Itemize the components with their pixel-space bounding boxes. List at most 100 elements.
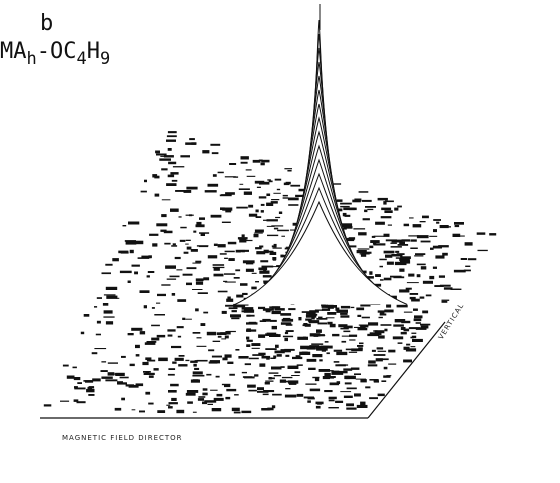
speckle — [199, 232, 210, 234]
speckle — [401, 239, 410, 242]
speckle — [375, 358, 383, 362]
speckle — [348, 237, 356, 240]
speckle — [326, 376, 336, 378]
speckle — [105, 263, 113, 266]
speckle — [259, 245, 264, 248]
speckle — [292, 356, 303, 360]
speckle — [420, 240, 431, 243]
speckle — [164, 242, 171, 245]
speckle — [336, 199, 343, 202]
speckle — [212, 264, 225, 266]
speckle — [258, 306, 266, 310]
speckle — [370, 240, 380, 243]
speckle — [394, 207, 399, 211]
speckle — [204, 400, 217, 403]
speckle — [159, 158, 171, 161]
speckle — [154, 193, 160, 197]
speckle — [452, 233, 461, 237]
speckle — [261, 159, 270, 163]
speckle — [105, 379, 118, 382]
speckle — [342, 226, 353, 228]
speckle — [441, 299, 450, 301]
speckle — [340, 312, 348, 315]
speckle — [210, 214, 222, 218]
speckle — [403, 328, 410, 332]
speckle — [200, 323, 206, 326]
speckle — [358, 232, 367, 236]
speckle — [251, 272, 257, 274]
speckle — [243, 191, 252, 195]
speckle — [408, 235, 419, 237]
speckle — [256, 251, 266, 255]
speckle — [391, 239, 403, 243]
speckle — [303, 396, 314, 399]
speckle — [357, 327, 368, 331]
speckle — [312, 376, 320, 379]
speckle — [314, 309, 324, 311]
speckle — [415, 327, 427, 330]
speckle — [376, 347, 384, 350]
speckle — [284, 337, 288, 342]
speckle — [263, 280, 270, 283]
speckle — [190, 249, 198, 252]
speckle — [259, 363, 266, 367]
speckle — [408, 327, 421, 330]
speckle — [377, 393, 385, 397]
speckle — [175, 190, 184, 192]
speckle — [276, 354, 282, 357]
speckle — [369, 397, 378, 400]
speckle — [411, 332, 417, 334]
speckle — [386, 261, 394, 265]
speckle — [343, 368, 353, 371]
speckle — [439, 284, 451, 287]
speckle — [212, 340, 221, 342]
speckle — [161, 199, 171, 201]
speckle — [412, 224, 422, 228]
speckle — [380, 324, 392, 326]
speckle — [288, 380, 299, 384]
speckle — [414, 315, 423, 319]
speckle — [348, 351, 358, 353]
speckle — [346, 403, 354, 407]
speckle — [416, 263, 426, 266]
speckle — [121, 397, 125, 401]
speckle — [410, 247, 418, 249]
speckle — [135, 383, 144, 387]
speckle — [258, 334, 266, 338]
speckle — [335, 400, 344, 403]
speckle — [239, 183, 244, 185]
speckle — [231, 310, 237, 313]
speckle — [453, 269, 466, 273]
speckle — [375, 274, 381, 277]
speckle — [62, 364, 69, 367]
speckle — [301, 311, 312, 313]
speckle — [360, 304, 371, 307]
speckle — [349, 334, 358, 337]
speckle — [210, 389, 218, 391]
speckle — [192, 289, 203, 290]
speckle — [271, 225, 284, 227]
speckle — [185, 214, 194, 216]
speckle — [406, 282, 419, 284]
speckle — [225, 192, 235, 195]
contour — [234, 200, 408, 305]
speckle — [358, 191, 369, 193]
speckle — [202, 150, 210, 154]
speckle — [195, 278, 204, 282]
speckle — [165, 265, 176, 269]
speckle — [217, 335, 222, 338]
speckle — [273, 227, 279, 230]
speckle — [253, 234, 259, 238]
speckle — [156, 223, 168, 227]
speckle — [229, 373, 235, 376]
speckle — [264, 250, 274, 253]
speckle — [377, 310, 385, 313]
speckle — [203, 311, 209, 314]
speckle — [224, 176, 236, 178]
speckle — [127, 280, 131, 283]
speckle — [287, 365, 299, 369]
speckle — [166, 135, 177, 138]
label-part: 4 — [77, 49, 87, 69]
speckle — [342, 212, 347, 217]
speckle — [155, 150, 160, 154]
